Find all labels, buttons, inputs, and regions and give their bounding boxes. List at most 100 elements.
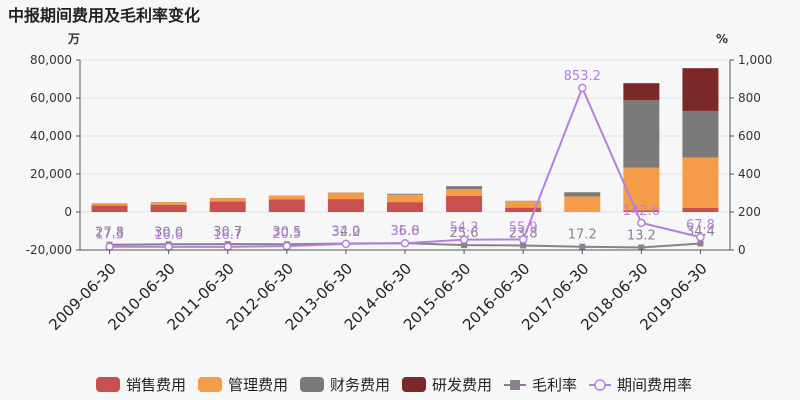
data-label: 36.0 bbox=[391, 224, 420, 239]
line-point bbox=[400, 238, 410, 248]
data-label: 25.6 bbox=[450, 226, 479, 241]
data-label: 17.2 bbox=[568, 228, 597, 243]
line-point bbox=[461, 242, 468, 249]
left-tick-label: 60,000 bbox=[30, 91, 72, 105]
bar-segment bbox=[387, 202, 423, 212]
line-point bbox=[518, 235, 528, 244]
legend-swatch bbox=[198, 377, 222, 392]
line-point bbox=[223, 242, 232, 252]
legend-item: 管理费用 bbox=[198, 376, 288, 394]
bar-segment bbox=[564, 192, 601, 197]
right-unit: % bbox=[716, 32, 728, 46]
legend-label: 财务费用 bbox=[330, 376, 390, 394]
line-point bbox=[341, 239, 351, 249]
lines-layer: 27.8 30.0 30.7 30.5 34.0 36.0 25.6 23.8 17.2 13.2… bbox=[95, 69, 715, 252]
right-tick-label: 400 bbox=[738, 167, 761, 181]
bar-segment bbox=[268, 199, 305, 212]
line-point bbox=[697, 240, 704, 247]
data-label: 32.2 bbox=[331, 225, 360, 240]
left-tick-label: -20,000 bbox=[26, 243, 72, 257]
data-label: 27.8 bbox=[95, 226, 124, 241]
data-label: 30.0 bbox=[154, 225, 183, 240]
right-tick-label: 1,000 bbox=[738, 53, 772, 67]
legend-swatch bbox=[402, 377, 426, 392]
line-point bbox=[579, 243, 586, 250]
line-point bbox=[696, 232, 705, 242]
data-label: 35.8 bbox=[391, 224, 420, 239]
line-point bbox=[282, 241, 292, 251]
bar-segment bbox=[91, 203, 128, 206]
bar-segment bbox=[505, 207, 542, 212]
right-tick-label: 600 bbox=[738, 129, 761, 143]
bar-segment bbox=[268, 195, 305, 200]
line-point bbox=[578, 83, 587, 93]
data-label: 23.8 bbox=[509, 226, 538, 241]
left-unit: 万 bbox=[67, 32, 80, 46]
data-label: 16.7 bbox=[213, 228, 242, 243]
line-point bbox=[520, 242, 527, 249]
bar-segment bbox=[209, 198, 246, 202]
right-tick-label: 800 bbox=[738, 91, 761, 105]
legend-item: 期间费用率 bbox=[589, 376, 692, 394]
data-label: 54.3 bbox=[450, 221, 479, 236]
bar-segment bbox=[682, 157, 719, 208]
bar-segment bbox=[682, 68, 719, 111]
bar-segment bbox=[623, 83, 660, 101]
legend: 销售费用 管理费用 财务费用 研发费用 毛利率 期间费用率 bbox=[96, 376, 692, 394]
bar-segment bbox=[91, 205, 128, 212]
left-tick-label: 0 bbox=[64, 205, 72, 219]
data-label: 34.0 bbox=[331, 225, 360, 240]
bar-segment bbox=[623, 100, 660, 168]
legend-label: 期间费用率 bbox=[617, 376, 692, 394]
bar-segment bbox=[327, 199, 364, 212]
legend-item: 研发费用 bbox=[402, 376, 492, 394]
bar-segment bbox=[446, 186, 483, 190]
legend-marker bbox=[594, 379, 606, 391]
legend-label: 管理费用 bbox=[228, 376, 288, 394]
bar-segment bbox=[209, 201, 246, 212]
line-point bbox=[105, 242, 114, 251]
bar-segment bbox=[387, 193, 423, 195]
bar-segment bbox=[150, 202, 187, 205]
bar-segment bbox=[446, 195, 483, 212]
bars-layer bbox=[91, 68, 719, 212]
data-label: 142.6 bbox=[623, 204, 660, 219]
data-label: 55.9 bbox=[509, 220, 538, 235]
legend-marker bbox=[510, 380, 520, 390]
legend-swatch bbox=[300, 377, 324, 392]
bar-segment bbox=[682, 110, 719, 158]
legend-item: 财务费用 bbox=[300, 376, 390, 394]
data-label: 17.3 bbox=[95, 228, 124, 243]
bar-segment bbox=[505, 200, 542, 208]
left-tick-label: 80,000 bbox=[30, 53, 72, 67]
series-line bbox=[109, 85, 701, 248]
chart-title: 中报期间费用及毛利率变化 bbox=[8, 6, 201, 25]
data-label: 16.6 bbox=[154, 228, 183, 243]
bar-segment bbox=[682, 207, 719, 212]
legend-label: 销售费用 bbox=[126, 376, 186, 394]
bar-segment bbox=[387, 194, 423, 203]
legend-swatch bbox=[96, 377, 120, 392]
legend-item: 销售费用 bbox=[96, 376, 186, 394]
bar-segment bbox=[623, 167, 660, 211]
line-point bbox=[164, 242, 173, 252]
left-tick-label: 20,000 bbox=[30, 167, 72, 181]
axes-layer: -20,000 0 20,000 40,000 60,000 80,000 0 200 400 6… bbox=[26, 32, 773, 334]
line-point bbox=[638, 244, 645, 251]
data-label: 13.2 bbox=[627, 228, 656, 243]
data-label: 30.7 bbox=[213, 225, 242, 240]
bar-segment bbox=[150, 204, 187, 212]
legend-label: 研发费用 bbox=[432, 376, 492, 394]
legend-item: 毛利率 bbox=[504, 376, 577, 394]
legend-label: 毛利率 bbox=[532, 376, 577, 394]
left-tick-label: 40,000 bbox=[30, 129, 72, 143]
data-label: 20.5 bbox=[272, 227, 301, 242]
line-point bbox=[637, 218, 646, 228]
right-tick-label: 0 bbox=[738, 243, 746, 257]
data-label: 30.5 bbox=[272, 225, 301, 240]
right-tick-label: 200 bbox=[738, 205, 761, 219]
bar-segment bbox=[327, 192, 364, 200]
bar-segment bbox=[446, 189, 483, 196]
bar-segment bbox=[623, 210, 660, 212]
